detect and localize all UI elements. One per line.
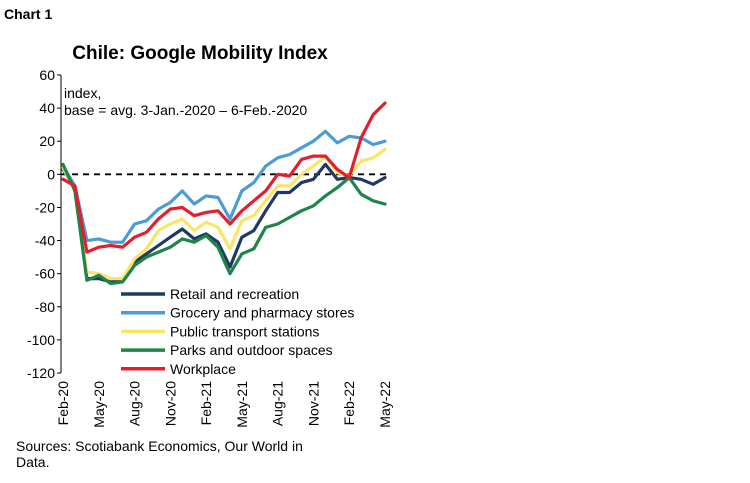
x-tick-label: May-21 <box>234 381 250 428</box>
y-tick-label: -40 <box>35 233 55 249</box>
source-line: Data. <box>16 454 49 470</box>
source-note: Sources: Scotiabank Economics, Our World… <box>16 438 303 470</box>
series-line-retail-and-recreation <box>61 162 387 284</box>
y-tick-label: -100 <box>27 332 55 348</box>
y-tick-label: 60 <box>39 67 55 83</box>
legend-label: Workplace <box>170 361 236 377</box>
x-tick-label: Feb-22 <box>341 381 357 426</box>
y-tick-label: -120 <box>27 365 55 381</box>
legend-label: Parks and outdoor spaces <box>170 342 333 358</box>
x-tick-label: Feb-21 <box>198 381 214 426</box>
x-tick-label: Nov-20 <box>162 381 178 426</box>
series-line-workplace <box>61 101 387 254</box>
annotation-line: base = avg. 3-Jan.-2020 – 6-Feb.-2020 <box>64 102 307 118</box>
x-tick-label: Aug-20 <box>127 381 143 426</box>
x-tick-label: May-22 <box>377 381 393 428</box>
y-tick-label: -20 <box>35 199 55 215</box>
series-line-parks-and-outdoor-spaces <box>61 162 387 286</box>
y-tick-label: 20 <box>39 133 55 149</box>
y-tick-label: 40 <box>39 100 55 116</box>
y-tick-label: -60 <box>35 266 55 282</box>
x-tick-label: Nov-21 <box>305 381 321 426</box>
chart-title: Chile: Google Mobility Index <box>72 43 328 64</box>
annotation-line: index, <box>64 85 101 101</box>
legend-label: Retail and recreation <box>170 286 299 302</box>
y-tick-label: 0 <box>47 166 55 182</box>
y-tick-label: -80 <box>35 299 55 315</box>
x-tick-label: Aug-21 <box>270 381 286 426</box>
legend-label: Grocery and pharmacy stores <box>170 305 354 321</box>
legend: Retail and recreation Grocery and pharmac… <box>121 286 354 377</box>
series-line-grocery-and-pharmacy-stores <box>61 129 387 244</box>
source-line: Sources: Scotiabank Economics, Our World… <box>16 438 303 454</box>
index-annotation: index,base = avg. 3-Jan.-2020 – 6-Feb.-2… <box>64 85 307 118</box>
x-tick-label: Feb-20 <box>55 381 71 426</box>
x-tick-label: May-20 <box>91 381 107 428</box>
series-lines <box>61 101 387 286</box>
chart-label: Chart 1 <box>4 6 53 22</box>
legend-label: Public transport stations <box>170 323 319 339</box>
